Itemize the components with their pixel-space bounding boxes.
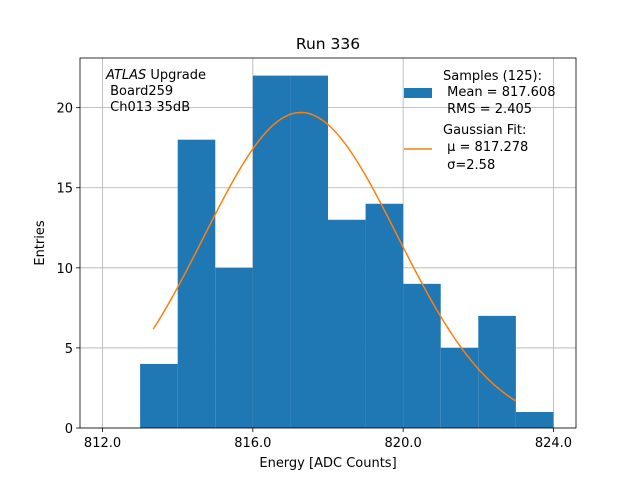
x-tick-label: 812.0: [84, 436, 121, 451]
histogram-bar: [478, 315, 516, 428]
y-tick-label: 5: [65, 342, 73, 357]
histogram-bar: [177, 139, 216, 429]
axes-frame: [79, 57, 577, 429]
gaussian-fit-line: [152, 111, 517, 402]
y-tick-label: 0: [65, 422, 73, 437]
histogram-bar: [515, 411, 554, 428]
histogram-bar: [140, 363, 178, 428]
histogram-bars: [140, 75, 554, 429]
histogram-bar: [440, 347, 479, 428]
annotation-line-2: Board259: [106, 84, 173, 99]
legend-rms-label: RMS = 2.405: [443, 102, 532, 117]
legend: Samples (125): Mean = 817.608 RMS = 2.40…: [404, 69, 555, 173]
x-tick-label: 816.0: [234, 436, 271, 451]
x-axis-label: Energy [ADC Counts]: [259, 456, 396, 471]
axis-ticks: 812.0 816.0 820.0 824.0 0 5 10 15 20: [56, 102, 572, 451]
chart-title: Run 336: [296, 35, 360, 53]
y-tick-label: 20: [56, 102, 73, 117]
legend-fit-label: Gaussian Fit:: [443, 123, 526, 138]
y-axis-label: Entries: [33, 220, 48, 266]
atlas-annotation: ATLAS Upgrade Board259 Ch013 35dB: [105, 68, 206, 115]
legend-samples-label: Samples (125):: [443, 69, 542, 84]
legend-histogram-patch: [404, 88, 432, 98]
annotation-line-1: ATLAS Upgrade: [105, 68, 206, 83]
histogram-bar: [215, 267, 253, 428]
legend-mu-label: μ = 817.278: [443, 140, 528, 155]
annotation-first-rest: Upgrade: [146, 68, 206, 83]
y-tick-label: 15: [56, 182, 73, 197]
legend-mean-label: Mean = 817.608: [443, 85, 555, 100]
histogram-bar: [365, 203, 404, 428]
gaussian-fit: [152, 111, 517, 402]
annotation-italic: ATLAS: [105, 68, 146, 83]
x-tick-label: 824.0: [535, 436, 572, 451]
x-tick-label: 820.0: [385, 436, 422, 451]
y-tick-label: 10: [56, 262, 73, 277]
histogram-bar: [328, 219, 366, 428]
histogram-bar: [290, 75, 328, 428]
histogram-bar: [403, 283, 441, 428]
legend-sigma-label: σ=2.58: [443, 158, 495, 173]
annotation-line-3: Ch013 35dB: [106, 100, 190, 115]
histogram-bar: [252, 75, 291, 428]
